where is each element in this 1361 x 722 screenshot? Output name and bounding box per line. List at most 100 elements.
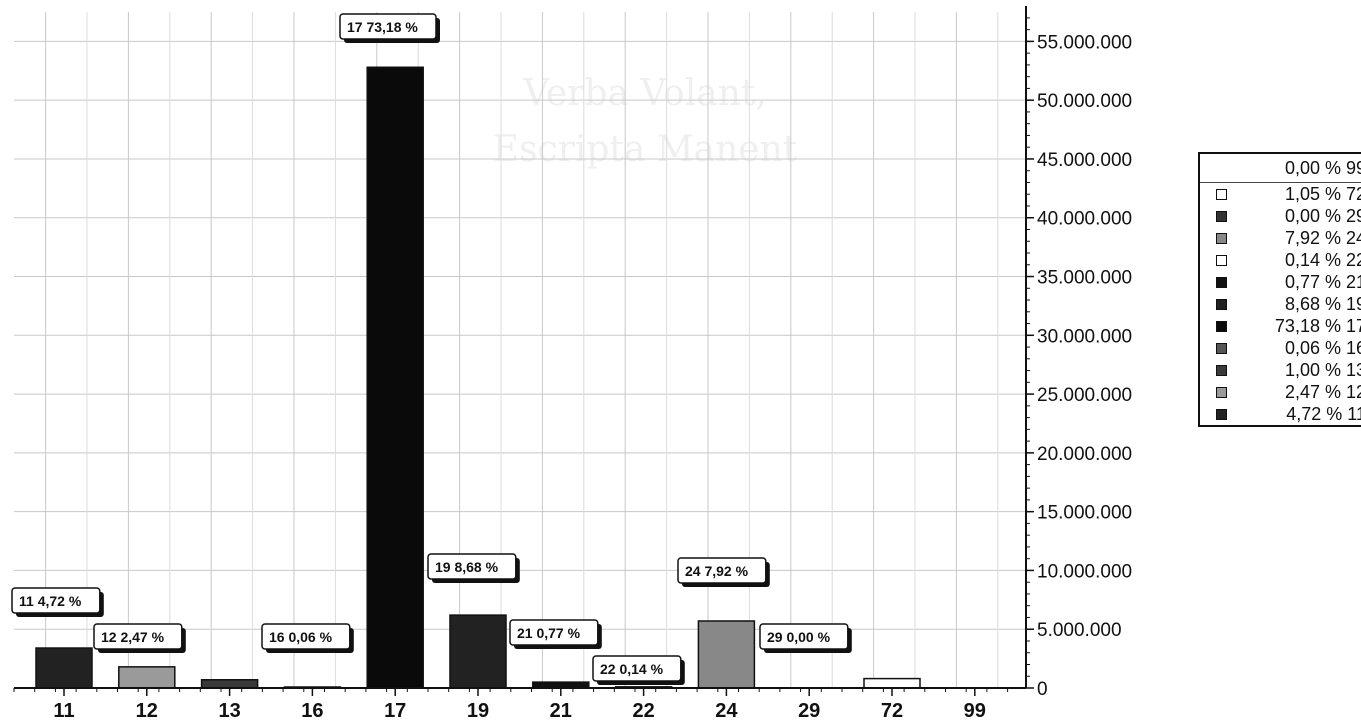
axes: 0 5.000.000 10.000.000 15.000.000 20.000.000… <box>13 6 1132 722</box>
data-label-29: 29 0,00 % <box>759 623 852 653</box>
x-tick-label: 24 <box>715 700 738 722</box>
y-tick-label: 35.000.000 <box>1037 268 1132 289</box>
legend-label: 2,47 % 12 <box>1284 381 1361 402</box>
legend-swatch <box>1216 254 1227 266</box>
y-tick-label: 45.000.000 <box>1037 150 1132 171</box>
y-tick-label: 55.000.000 <box>1037 32 1132 53</box>
y-tick-label: 25.000.000 <box>1037 385 1132 406</box>
legend-entry: 0,14 % 22 <box>1200 249 1361 271</box>
grid <box>14 12 1026 689</box>
data-label-text: 21 0,77 % <box>517 625 581 641</box>
data-label-text: 17 73,18 % <box>347 19 418 35</box>
x-tick-label: 17 <box>384 700 406 722</box>
y-tick-label: 10.000.000 <box>1037 561 1132 582</box>
data-label-box <box>93 623 183 650</box>
legend-swatch <box>1216 232 1227 244</box>
data-label-21: 21 0,77 % <box>509 619 602 649</box>
bar-12 <box>118 666 176 689</box>
x-tick-label: 99 <box>964 700 986 722</box>
y-tick-label: 30.000.000 <box>1037 326 1132 347</box>
y-tick-label: 15.000.000 <box>1037 503 1132 524</box>
bar-24 <box>697 620 756 689</box>
x-tick-label: 12 <box>136 700 158 722</box>
data-label-11: 11 4,72 % <box>11 587 104 617</box>
x-tick-label: 19 <box>467 700 489 722</box>
legend-label: 0,06 % 16 <box>1284 337 1361 358</box>
legend-entry: 1,00 % 13 <box>1200 359 1361 381</box>
data-label-box <box>261 623 351 650</box>
legend-swatch <box>1216 408 1227 420</box>
bar-11 <box>35 647 93 689</box>
legend-entry: 4,72 % 11 <box>1200 403 1361 425</box>
data-label-box <box>677 557 767 584</box>
x-tick-label: 21 <box>550 700 572 722</box>
chart-legend: 0,00 % 99 1,05 % 72 0,00 % 29 7,92 % 24 0,14… <box>1198 152 1361 427</box>
legend-label: 4,72 % 11 <box>1286 403 1361 424</box>
watermark-text: Verba Volant, Escripta Manent <box>480 66 810 178</box>
data-label-12: 12 2,47 % <box>93 623 186 653</box>
legend-entry: 1,05 % 72 <box>1200 183 1361 205</box>
x-tick-label: 29 <box>798 700 820 722</box>
data-label-box <box>592 655 682 682</box>
x-tick-label: 16 <box>301 700 323 722</box>
data-label-box <box>509 619 599 646</box>
bars <box>35 66 921 689</box>
data-label-text: 12 2,47 % <box>101 629 165 645</box>
x-tick-label: 11 <box>53 700 74 722</box>
data-label-text: 24 7,92 % <box>685 563 749 579</box>
bar-13 <box>200 679 259 689</box>
data-label-box <box>759 623 849 650</box>
legend-entry: 2,47 % 12 <box>1200 381 1361 403</box>
legend-entry: 7,92 % 24 <box>1200 227 1361 249</box>
legend-swatch <box>1216 276 1227 288</box>
legend-label: 0,14 % 22 <box>1284 249 1361 270</box>
bar-72 <box>863 677 921 689</box>
data-label-24: 24 7,92 % <box>677 557 770 587</box>
legend-entry: 73,18 % 17 <box>1200 315 1361 337</box>
legend-swatch <box>1216 320 1227 332</box>
data-label-box <box>339 13 437 40</box>
data-label-box <box>427 553 517 580</box>
y-tick-label: 50.000.000 <box>1037 91 1132 112</box>
legend-label: 0,00 % 99 <box>1284 157 1361 178</box>
legend-swatch <box>1216 342 1227 354</box>
data-label-16: 16 0,06 % <box>261 623 354 653</box>
watermark-line2: Escripta Manent <box>492 129 798 170</box>
legend-entry: 0,77 % 21 <box>1200 271 1361 293</box>
legend-label: 0,77 % 21 <box>1284 271 1361 292</box>
legend-label: 73,18 % 17 <box>1274 315 1361 336</box>
data-label-17: 17 73,18 % <box>339 13 440 43</box>
legend-entry: 8,68 % 19 <box>1200 293 1361 315</box>
legend-label: 1,05 % 72 <box>1284 183 1361 204</box>
legend-entry: 0,00 % 29 <box>1200 205 1361 227</box>
data-label-text: 29 0,00 % <box>767 629 831 645</box>
x-tick-label: 13 <box>218 700 240 722</box>
bar-17 <box>366 66 424 689</box>
data-label-22: 22 0,14 % <box>592 655 685 685</box>
legend-label: 7,92 % 24 <box>1284 227 1361 248</box>
legend-entry: 0,06 % 16 <box>1200 337 1361 359</box>
x-tick-label: 22 <box>632 700 654 722</box>
legend-swatch <box>1216 298 1227 310</box>
data-label-text: 16 0,06 % <box>269 629 333 645</box>
legend-swatch <box>1216 210 1227 222</box>
data-label-text: 19 8,68 % <box>435 559 499 575</box>
legend-label: 8,68 % 19 <box>1284 293 1361 314</box>
y-tick-label: 20.000.000 <box>1037 444 1132 465</box>
bar-19 <box>449 614 507 689</box>
legend-entry: 0,00 % 99 <box>1200 154 1361 183</box>
y-tick-label: 5.000.000 <box>1037 620 1122 641</box>
watermark-line1: Verba Volant, <box>523 73 767 114</box>
legend-label: 0,00 % 29 <box>1284 205 1361 226</box>
y-tick-label: 40.000.000 <box>1037 209 1132 230</box>
x-tick-label: 72 <box>881 700 903 722</box>
data-label-19: 19 8,68 % <box>427 553 520 583</box>
data-label-box <box>11 587 101 614</box>
data-label-text: 22 0,14 % <box>600 661 664 677</box>
legend-label: 1,00 % 13 <box>1284 359 1361 380</box>
y-tick-label: 0 <box>1037 679 1048 700</box>
legend-swatch <box>1216 386 1227 398</box>
legend-swatch <box>1216 364 1227 376</box>
data-labels: 11 4,72 % 12 2,47 % 16 0,06 % 17 73,18 % 19 … <box>11 13 852 685</box>
